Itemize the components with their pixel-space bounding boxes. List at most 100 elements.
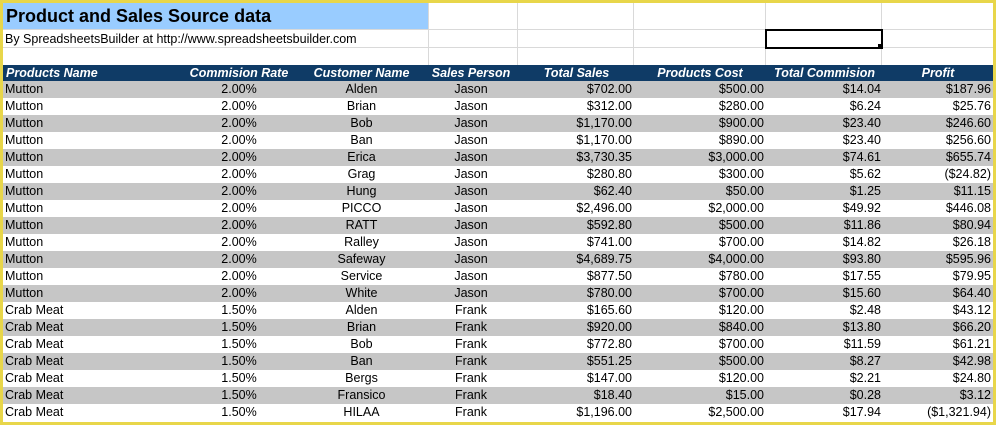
cell-total-commision[interactable]: $23.40 (766, 132, 883, 149)
cell-total-sales[interactable]: $780.00 (519, 285, 634, 302)
cell-total-sales[interactable]: $3,730.35 (519, 149, 634, 166)
cell-total-commision[interactable]: $11.59 (766, 336, 883, 353)
cell-total-sales[interactable]: $1,170.00 (519, 115, 634, 132)
cell-profit[interactable]: $3.12 (883, 387, 993, 404)
cell-commision-rate[interactable]: 1.50% (178, 353, 300, 370)
cell-profit[interactable]: $80.94 (883, 217, 993, 234)
cell-total-commision[interactable]: $23.40 (766, 115, 883, 132)
cell-sales-person[interactable]: Jason (423, 81, 519, 98)
cell-profit[interactable]: $11.15 (883, 183, 993, 200)
cell-profit[interactable]: $24.80 (883, 370, 993, 387)
cell-products-name[interactable]: Mutton (3, 200, 178, 217)
cell-products-name[interactable]: Crab Meat (3, 387, 178, 404)
cell-products-cost[interactable]: $2,500.00 (634, 404, 766, 421)
cell-commision-rate[interactable]: 2.00% (178, 285, 300, 302)
cell-profit[interactable]: $42.98 (883, 353, 993, 370)
col-header-total-sales[interactable]: Total Sales (519, 65, 634, 81)
cell-products-name[interactable]: Mutton (3, 81, 178, 98)
cell-commision-rate[interactable]: 2.00% (178, 234, 300, 251)
col-header-profit[interactable]: Profit (883, 65, 993, 81)
cell-total-sales[interactable]: $2,496.00 (519, 200, 634, 217)
cell-profit[interactable]: $66.20 (883, 319, 993, 336)
cell-products-cost[interactable]: $50.00 (634, 183, 766, 200)
cell-products-name[interactable]: Mutton (3, 234, 178, 251)
cell-products-cost[interactable]: $280.00 (634, 98, 766, 115)
cell-total-commision[interactable]: $17.94 (766, 404, 883, 421)
col-header-products-cost[interactable]: Products Cost (634, 65, 766, 81)
cell-products-cost[interactable]: $120.00 (634, 370, 766, 387)
cell-profit[interactable]: $79.95 (883, 268, 993, 285)
cell-products-cost[interactable]: $700.00 (634, 285, 766, 302)
cell-commision-rate[interactable]: 1.50% (178, 387, 300, 404)
cell-sales-person[interactable]: Jason (423, 251, 519, 268)
cell-total-sales[interactable]: $18.40 (519, 387, 634, 404)
fill-handle[interactable] (878, 44, 883, 49)
cell-customer-name[interactable]: Alden (300, 302, 423, 319)
cell-total-sales[interactable]: $165.60 (519, 302, 634, 319)
cell-commision-rate[interactable]: 1.50% (178, 302, 300, 319)
cell-products-name[interactable]: Mutton (3, 98, 178, 115)
cell-customer-name[interactable]: Fransico (300, 387, 423, 404)
cell-products-cost[interactable]: $500.00 (634, 217, 766, 234)
cell-sales-person[interactable]: Jason (423, 285, 519, 302)
col-header-sales-person[interactable]: Sales Person (423, 65, 519, 81)
cell-commision-rate[interactable]: 2.00% (178, 98, 300, 115)
cell-profit[interactable]: $256.60 (883, 132, 993, 149)
cell-total-commision[interactable]: $8.27 (766, 353, 883, 370)
cell-sales-person[interactable]: Jason (423, 183, 519, 200)
col-header-customer-name[interactable]: Customer Name (300, 65, 423, 81)
cell-products-name[interactable]: Crab Meat (3, 353, 178, 370)
cell-customer-name[interactable]: White (300, 285, 423, 302)
cell-commision-rate[interactable]: 2.00% (178, 81, 300, 98)
cell-total-commision[interactable]: $74.61 (766, 149, 883, 166)
cell-total-commision[interactable]: $17.55 (766, 268, 883, 285)
cell-products-name[interactable]: Crab Meat (3, 336, 178, 353)
cell-sales-person[interactable]: Frank (423, 387, 519, 404)
cell-sales-person[interactable]: Frank (423, 353, 519, 370)
cell-commision-rate[interactable]: 2.00% (178, 132, 300, 149)
cell-customer-name[interactable]: Brian (300, 98, 423, 115)
cell-products-name[interactable]: Mutton (3, 251, 178, 268)
cell-profit[interactable]: $446.08 (883, 200, 993, 217)
cell-sales-person[interactable]: Jason (423, 149, 519, 166)
cell-commision-rate[interactable]: 2.00% (178, 115, 300, 132)
cell-products-name[interactable]: Mutton (3, 166, 178, 183)
cell-sales-person[interactable]: Frank (423, 370, 519, 387)
cell-products-cost[interactable]: $700.00 (634, 234, 766, 251)
cell-products-name[interactable]: Mutton (3, 285, 178, 302)
cell-customer-name[interactable]: HILAA (300, 404, 423, 421)
cell-products-name[interactable]: Crab Meat (3, 319, 178, 336)
cell-total-sales[interactable]: $702.00 (519, 81, 634, 98)
cell-profit[interactable]: $64.40 (883, 285, 993, 302)
cell-products-name[interactable]: Crab Meat (3, 404, 178, 421)
cell-products-cost[interactable]: $4,000.00 (634, 251, 766, 268)
cell-total-commision[interactable]: $5.62 (766, 166, 883, 183)
cell-customer-name[interactable]: Ban (300, 132, 423, 149)
cell-sales-person[interactable]: Jason (423, 115, 519, 132)
byline[interactable]: By SpreadsheetsBuilder at http://www.spr… (5, 32, 357, 46)
cell-products-cost[interactable]: $2,000.00 (634, 200, 766, 217)
cell-total-commision[interactable]: $2.48 (766, 302, 883, 319)
cell-customer-name[interactable]: Bergs (300, 370, 423, 387)
cell-profit[interactable]: $43.12 (883, 302, 993, 319)
cell-products-cost[interactable]: $300.00 (634, 166, 766, 183)
cell-customer-name[interactable]: Erica (300, 149, 423, 166)
cell-total-commision[interactable]: $14.04 (766, 81, 883, 98)
cell-customer-name[interactable]: Ralley (300, 234, 423, 251)
cell-profit[interactable]: $595.96 (883, 251, 993, 268)
cell-customer-name[interactable]: PICCO (300, 200, 423, 217)
cell-commision-rate[interactable]: 1.50% (178, 319, 300, 336)
cell-customer-name[interactable]: Bob (300, 336, 423, 353)
cell-customer-name[interactable]: Safeway (300, 251, 423, 268)
cell-total-commision[interactable]: $2.21 (766, 370, 883, 387)
cell-products-cost[interactable]: $840.00 (634, 319, 766, 336)
cell-sales-person[interactable]: Jason (423, 234, 519, 251)
cell-total-sales[interactable]: $312.00 (519, 98, 634, 115)
cell-commision-rate[interactable]: 2.00% (178, 217, 300, 234)
cell-total-commision[interactable]: $15.60 (766, 285, 883, 302)
cell-profit[interactable]: ($1,321.94) (883, 404, 993, 421)
cell-products-cost[interactable]: $3,000.00 (634, 149, 766, 166)
cell-profit[interactable]: $187.96 (883, 81, 993, 98)
cell-products-name[interactable]: Mutton (3, 183, 178, 200)
cell-commision-rate[interactable]: 2.00% (178, 251, 300, 268)
